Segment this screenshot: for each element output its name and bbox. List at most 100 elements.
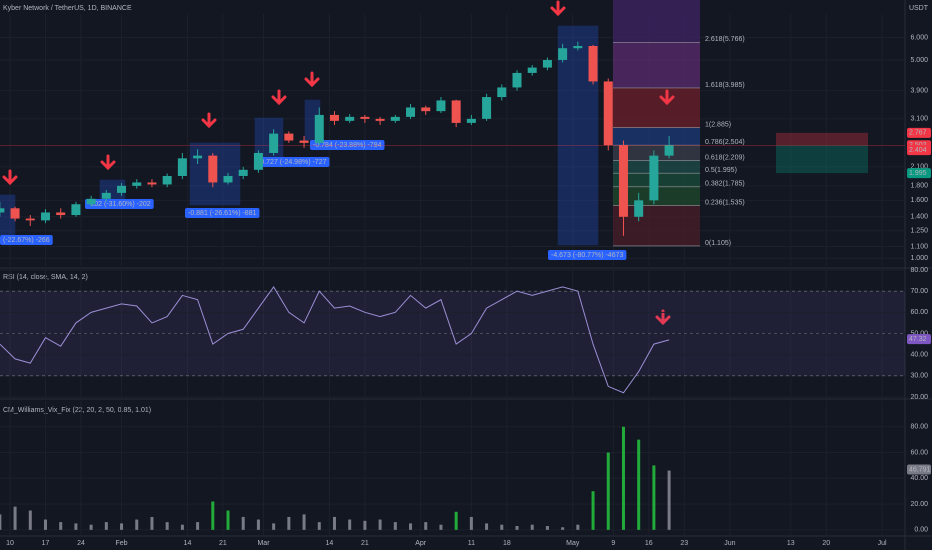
x-tick-label: 23 [680,540,688,547]
vix-bar [226,510,230,530]
y-tick-label: 1.000 [910,255,928,262]
y-tick-label: 1.100 [910,243,928,250]
x-tick-label: 18 [503,540,511,547]
candle-body [390,116,400,121]
candle-body [162,175,172,185]
candle-body [238,169,248,176]
price-tag [907,168,931,179]
x-tick-label: Apr [415,540,427,547]
vix-bar [287,516,291,530]
x-tick-label: Feb [116,540,128,547]
vix-bar [652,465,656,530]
x-tick-label: 21 [219,540,227,547]
fib-band [613,42,700,88]
vix-bar [469,516,473,530]
candle-body [421,107,431,112]
candle-body [25,218,35,221]
candle-body [269,133,279,153]
vix-bar [241,516,245,530]
vix-bar [104,522,108,530]
vix-bar [637,439,641,530]
y-tick-label: 2.100 [910,164,928,171]
y-tick-label: 3.900 [910,87,928,94]
candle-body [345,116,355,121]
candle-body [132,182,142,186]
y-tick-label: 1.800 [910,183,928,190]
vix-bar [485,523,489,530]
candle-body [497,87,507,98]
vix-bar [272,523,276,530]
candle-body [588,45,598,82]
vix-bar [348,519,352,530]
y-tick-label: 40.00 [910,475,928,482]
candle-body [482,97,492,119]
candle-body [573,45,583,49]
y-tick-label: 20.00 [910,394,928,401]
signal-arrow [201,112,217,129]
candle-body [649,155,659,201]
vix-value-label: 46.791 [909,466,931,473]
y-tick-label: 20.00 [910,501,928,508]
x-tick-label: Jul [878,540,887,547]
vix-bar [317,522,321,530]
fib-label: 1(2.885) [705,122,731,129]
candle-body [86,198,96,205]
vix-bar [363,520,367,530]
fib-label: 0.618(2.209) [705,154,745,161]
x-tick-label: May [566,540,580,547]
fib-band [613,127,700,146]
price-tag-label: 1.995 [909,170,927,177]
candle-body [527,67,537,73]
measure-label-bg [310,140,385,150]
candle-body [329,114,339,121]
candle-body [177,158,187,176]
vix-bar [561,527,565,530]
rsi-line [0,286,670,394]
fib-band [613,87,700,128]
x-tick-label: 16 [645,540,653,547]
candle-body [223,175,233,183]
candle-body [253,152,263,170]
candle-body [0,208,5,213]
y-tick-label: 80.00 [910,267,928,274]
candle-body [314,114,324,143]
vix-bar [150,516,154,530]
y-tick-label: 1.250 [910,228,928,235]
fib-label: 2.618(5.766) [705,36,745,43]
vix-bar [667,470,671,530]
vix-bar [211,501,215,530]
candle-body [208,155,218,183]
y-tick-label: 50.00 [910,330,928,337]
signal-arrow [304,71,320,88]
candle-body [436,100,446,112]
measure-label-bg [85,199,154,209]
x-tick-label: 13 [787,540,795,547]
x-tick-label: 10 [6,540,14,547]
signal-arrow [655,309,671,326]
vix-bar [378,519,382,530]
vix-bar [135,519,139,530]
measure-label: -0.727 (-24.98%) -727 [258,159,327,166]
vix-bar [180,524,184,530]
x-tick-label: 9 [611,540,615,547]
fib-label: 0.382(1.785) [705,181,745,188]
x-tick-label: Mar [257,540,270,547]
measure-label-bg [548,250,627,260]
vix-value-tag [907,464,931,475]
vix-bar [120,523,124,530]
y-tick-label: 3.100 [910,116,928,123]
candle-body [466,118,476,123]
fib-label: 0.236(1.535) [705,199,745,206]
candle-body [375,118,385,121]
vix-bar [424,522,428,530]
vix-bar [165,522,169,530]
candle-body [360,116,370,119]
signal-arrow [100,154,116,171]
measure-label-bg [0,235,53,245]
vix-bar [621,426,625,530]
candle-body [10,208,20,219]
candle-body [634,200,644,217]
vix-bar [515,525,519,530]
vix-bar [13,506,17,530]
signal-arrow [550,0,566,17]
